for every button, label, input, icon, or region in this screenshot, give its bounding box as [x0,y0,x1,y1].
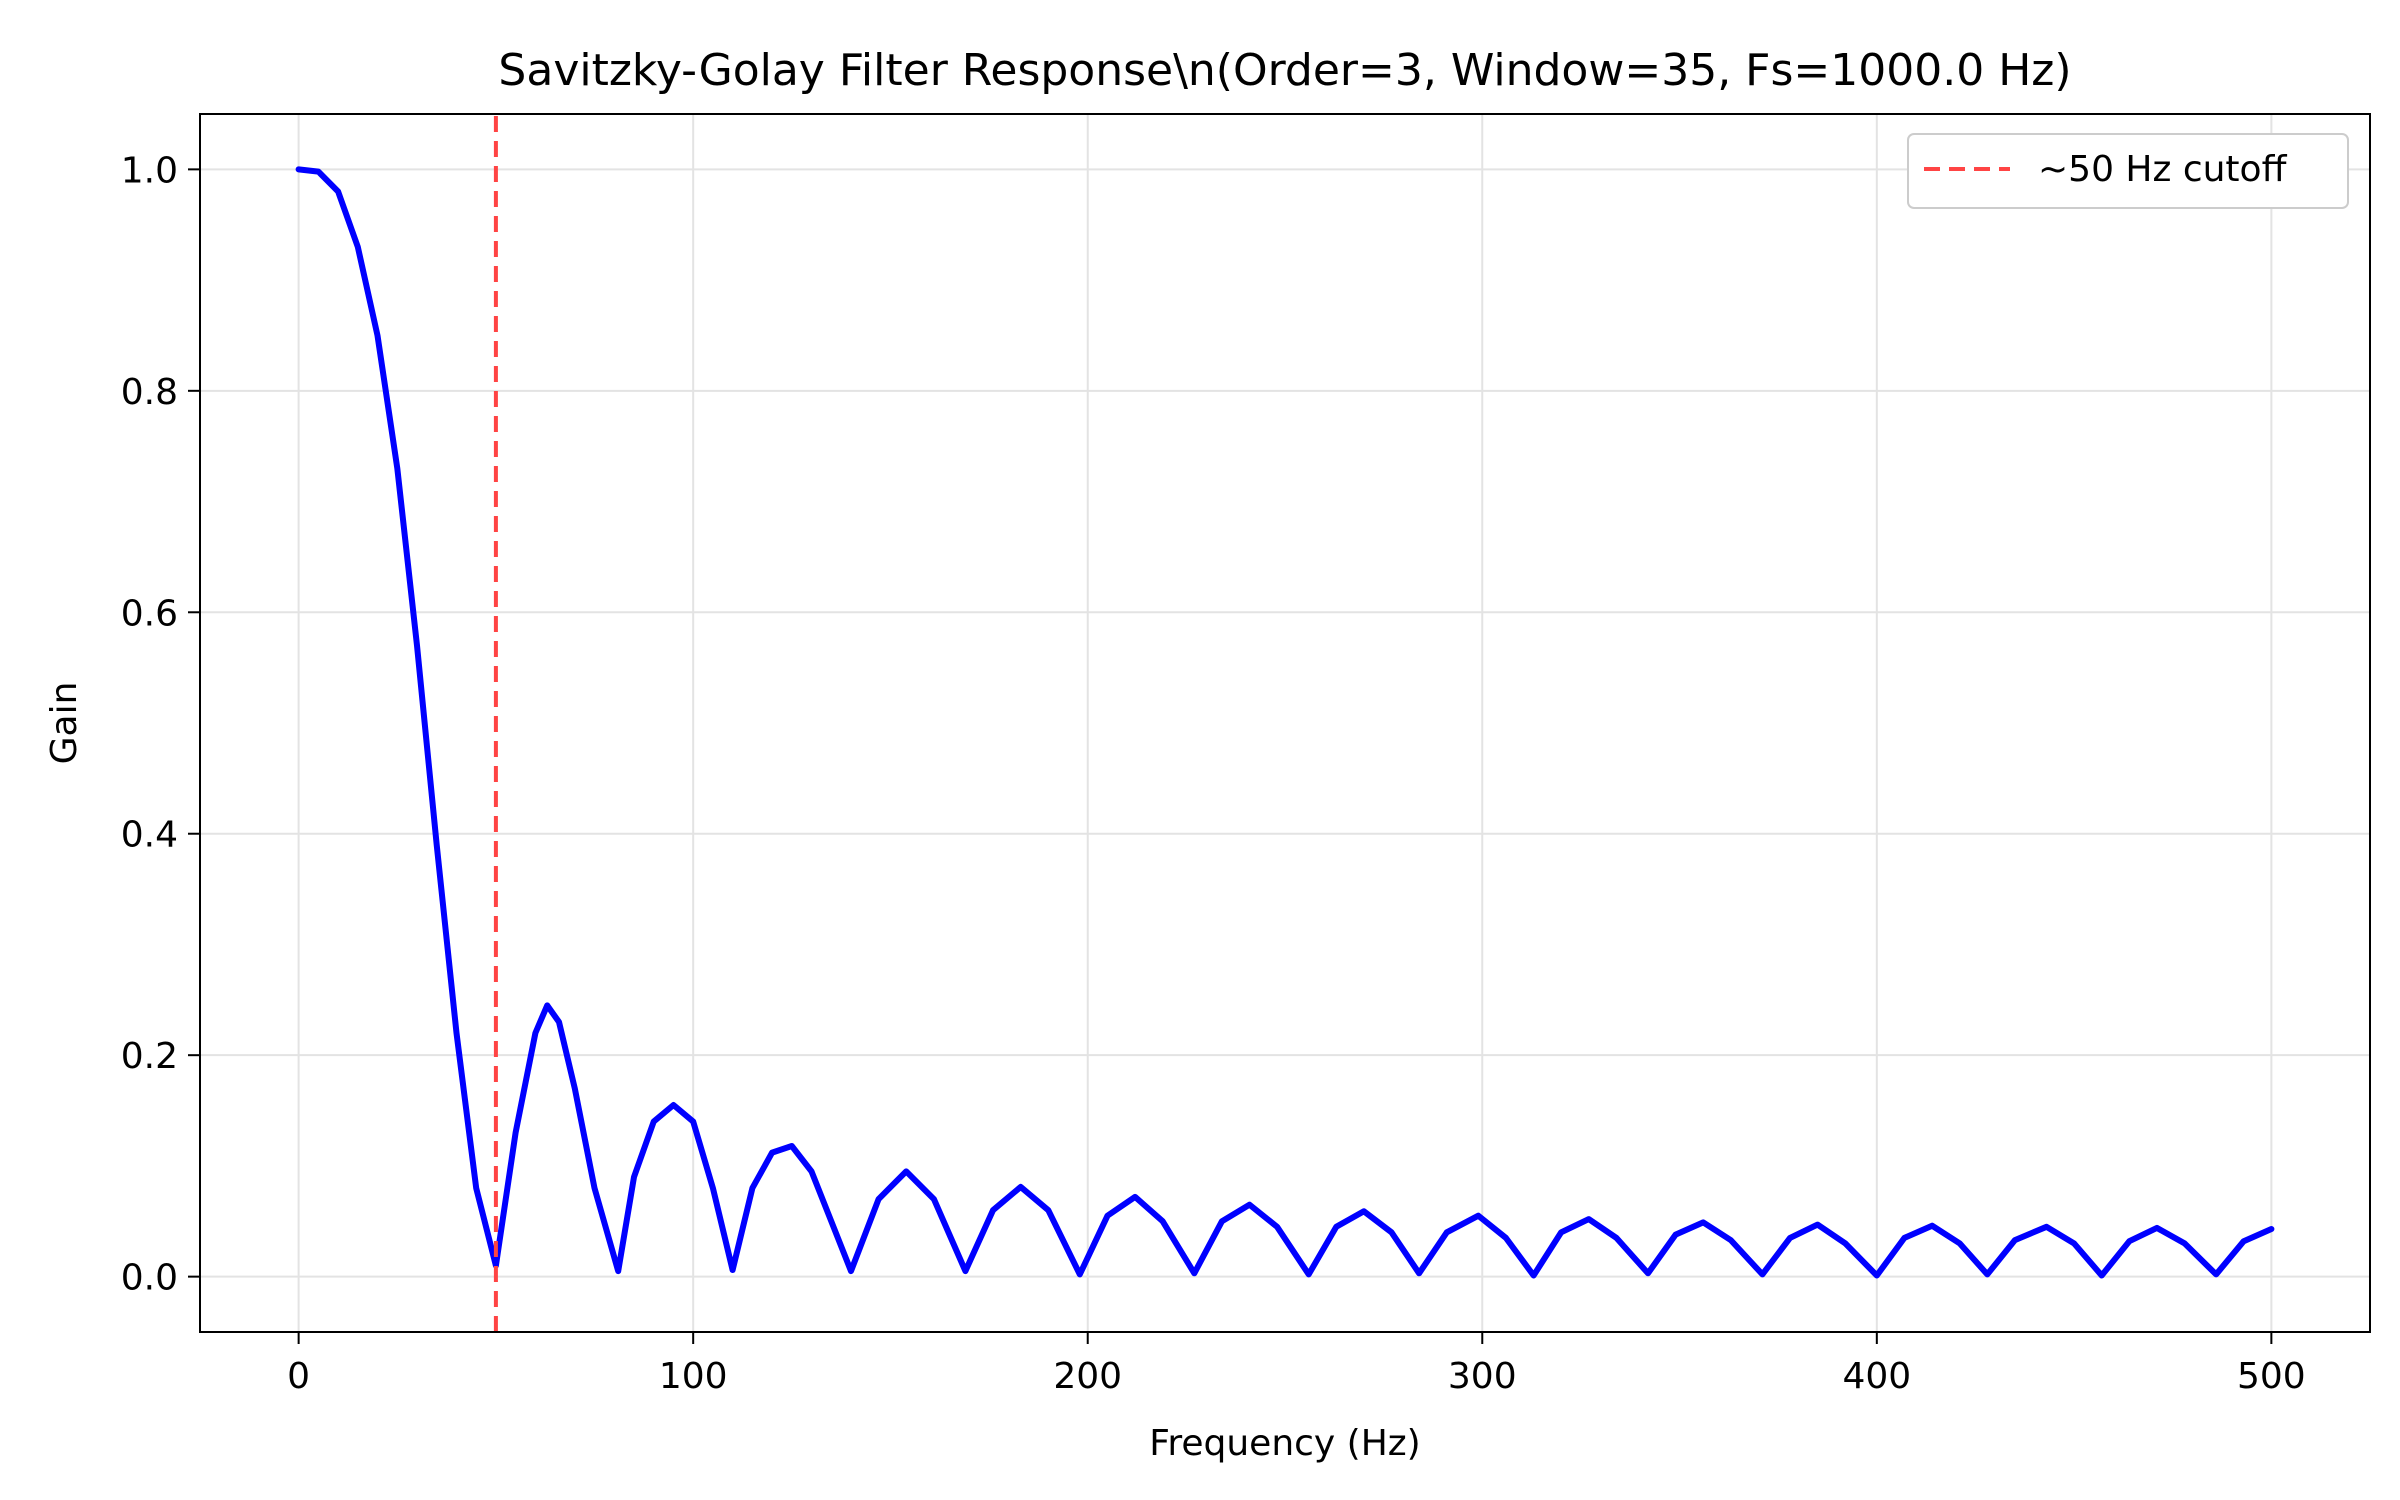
plot-frame [199,113,2371,1333]
y-tick-label: 0.2 [121,1036,178,1077]
y-tick-label: 0.4 [121,815,178,856]
x-tick-label: 0 [287,1356,310,1397]
y-axis-ticks: 0.0 0.2 0.4 0.6 0.8 1.0 [121,150,200,1299]
gain-line [295,166,2275,1279]
x-axis-label: Frequency (Hz) [1149,1423,1420,1464]
chart-title: Savitzky-Golay Filter Response\n(Order=3… [498,45,2071,96]
legend-label-cutoff: ~50 Hz cutoff [2038,149,2288,190]
legend-box [1907,133,2349,209]
x-tick-label: 200 [1053,1356,1122,1397]
y-tick-label: 1.0 [121,150,178,191]
y-axis-label: Gain [44,682,85,765]
y-tick-label: 0.0 [121,1258,178,1299]
legend: ~50 Hz cutoff [1907,133,2349,209]
y-tick-label: 0.8 [121,372,178,413]
x-axis-ticks: 0 100 200 300 400 500 [287,1332,2306,1397]
x-tick-label: 300 [1448,1356,1517,1397]
x-tick-label: 400 [1842,1356,1911,1397]
x-tick-label: 500 [2237,1356,2306,1397]
grid [200,114,2370,1332]
x-tick-label: 100 [659,1356,728,1397]
series-layer [295,114,2275,1332]
y-tick-label: 0.6 [121,593,178,634]
